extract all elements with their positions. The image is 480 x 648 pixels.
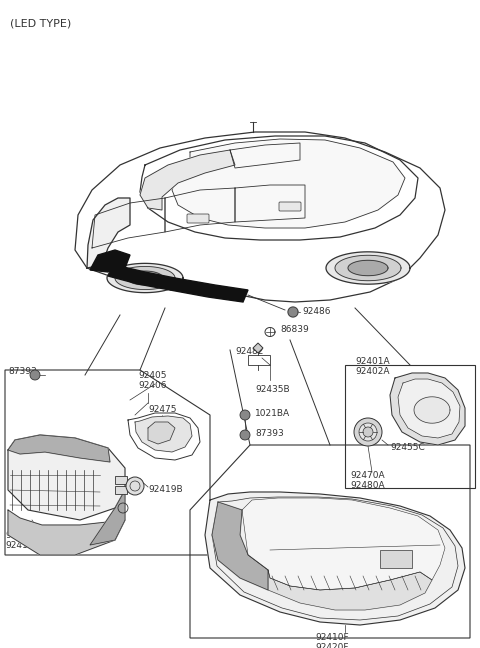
FancyBboxPatch shape bbox=[380, 550, 412, 568]
Text: 87393: 87393 bbox=[8, 367, 37, 375]
Text: 92401A: 92401A bbox=[355, 356, 390, 365]
Polygon shape bbox=[90, 490, 125, 545]
Polygon shape bbox=[170, 278, 248, 302]
FancyBboxPatch shape bbox=[279, 202, 301, 211]
FancyBboxPatch shape bbox=[187, 214, 209, 223]
Text: 86839: 86839 bbox=[280, 325, 309, 334]
Polygon shape bbox=[8, 435, 125, 520]
Polygon shape bbox=[108, 265, 175, 290]
Text: 87393: 87393 bbox=[255, 430, 284, 439]
Text: 92455C: 92455C bbox=[390, 443, 425, 452]
Circle shape bbox=[359, 423, 377, 441]
Circle shape bbox=[30, 370, 40, 380]
Text: 92480A: 92480A bbox=[350, 481, 384, 489]
Circle shape bbox=[240, 430, 250, 440]
Text: 92420F: 92420F bbox=[315, 643, 348, 648]
Polygon shape bbox=[172, 139, 405, 228]
Polygon shape bbox=[268, 570, 432, 610]
Text: 92435B: 92435B bbox=[255, 386, 289, 395]
Text: 92482: 92482 bbox=[235, 347, 264, 356]
Circle shape bbox=[354, 418, 382, 446]
Text: 92406: 92406 bbox=[138, 382, 167, 391]
Polygon shape bbox=[8, 510, 125, 555]
Text: 92470A: 92470A bbox=[350, 470, 384, 480]
Text: 92486: 92486 bbox=[302, 308, 331, 316]
Text: 92410F: 92410F bbox=[315, 634, 348, 643]
Polygon shape bbox=[87, 198, 130, 268]
Polygon shape bbox=[390, 373, 465, 445]
Polygon shape bbox=[90, 250, 130, 272]
Polygon shape bbox=[140, 150, 235, 210]
Text: 1021BA: 1021BA bbox=[255, 408, 290, 417]
FancyBboxPatch shape bbox=[115, 476, 127, 484]
Polygon shape bbox=[8, 435, 110, 462]
Circle shape bbox=[240, 410, 250, 420]
Text: 92402A: 92402A bbox=[355, 367, 389, 375]
Polygon shape bbox=[148, 422, 175, 444]
Text: 92413B: 92413B bbox=[5, 531, 40, 540]
Polygon shape bbox=[335, 255, 401, 281]
Polygon shape bbox=[205, 492, 465, 625]
Polygon shape bbox=[115, 266, 175, 290]
Circle shape bbox=[126, 477, 144, 495]
Text: (LED TYPE): (LED TYPE) bbox=[10, 18, 71, 28]
Polygon shape bbox=[135, 416, 192, 452]
Polygon shape bbox=[107, 263, 183, 293]
Text: 92405: 92405 bbox=[138, 371, 167, 380]
Polygon shape bbox=[242, 498, 445, 590]
Polygon shape bbox=[326, 252, 410, 284]
Text: 92475: 92475 bbox=[148, 406, 177, 415]
Polygon shape bbox=[414, 397, 450, 423]
Polygon shape bbox=[398, 379, 460, 438]
Text: 18643G: 18643G bbox=[65, 463, 101, 472]
Polygon shape bbox=[127, 271, 163, 285]
Polygon shape bbox=[253, 343, 263, 353]
Text: 92419B: 92419B bbox=[148, 485, 182, 494]
Polygon shape bbox=[212, 502, 268, 590]
Text: 92414B: 92414B bbox=[5, 540, 39, 550]
Polygon shape bbox=[288, 307, 298, 317]
Polygon shape bbox=[348, 260, 388, 275]
FancyBboxPatch shape bbox=[115, 486, 127, 494]
Circle shape bbox=[363, 427, 373, 437]
